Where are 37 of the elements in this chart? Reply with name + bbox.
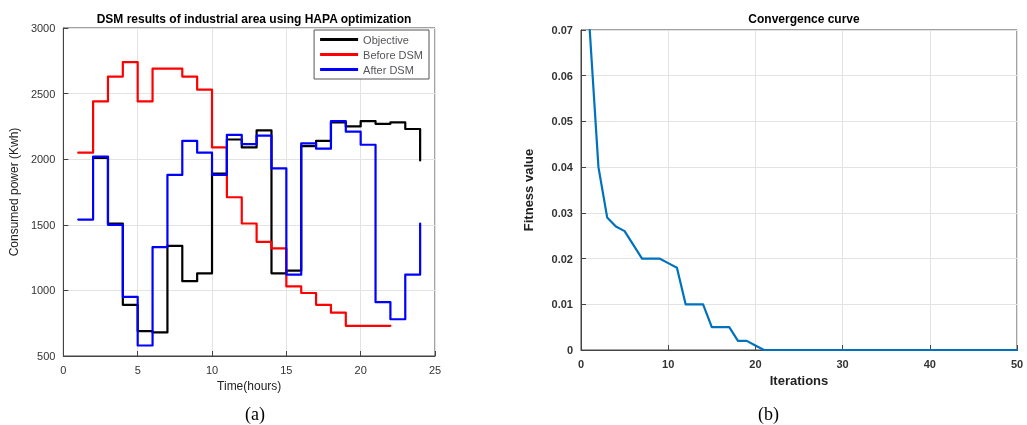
- y-tick-label: 2000: [30, 153, 56, 166]
- text: (b): [758, 404, 780, 425]
- y-tick-label: 0.05: [551, 115, 573, 128]
- y-axis-title: Consumed power (Kwh): [7, 127, 21, 257]
- x-tick-label: 0: [577, 357, 585, 370]
- x-tick-label: 10: [205, 363, 219, 376]
- y-tick-label: 0.04: [551, 161, 574, 174]
- y-tick-label: 0: [566, 344, 573, 356]
- x-axis-title: Iterations: [769, 373, 829, 388]
- x-tick-label: 5: [134, 363, 141, 376]
- y-axis-title: Fitness value: [521, 148, 536, 232]
- x-tick-label: 20: [749, 357, 762, 370]
- x-tick-label: 50: [1010, 357, 1024, 370]
- chart-title: Convergence curve: [748, 12, 861, 26]
- legend-label: Before DSM: [363, 48, 424, 61]
- x-tick-label: 40: [923, 357, 936, 370]
- x-tick-label: 15: [280, 363, 293, 376]
- y-tick-label: 1500: [30, 218, 56, 231]
- y-tick-label: 0.02: [551, 252, 573, 265]
- x-tick-label: 30: [836, 357, 849, 370]
- y-tick-label: 0.07: [551, 24, 573, 36]
- x-axis-title: Time(hours): [217, 379, 282, 393]
- y-tick-label: 0.03: [551, 206, 573, 219]
- chart-title: DSM results of industrial area using HAPA optimization: [96, 12, 412, 26]
- legend-label: After DSM: [363, 63, 414, 76]
- y-tick-label: 3000: [30, 22, 56, 34]
- x-tick-label: 25: [428, 363, 442, 376]
- legend-label: Objective: [363, 33, 409, 46]
- y-tick-label: 2500: [30, 87, 56, 100]
- x-tick-label: 20: [354, 363, 367, 376]
- y-tick-label: 0.01: [551, 298, 573, 311]
- x-tick-label: 0: [60, 363, 67, 376]
- text: (a): [245, 404, 265, 425]
- y-tick-label: 1000: [30, 284, 56, 297]
- x-tick-label: 10: [662, 357, 675, 370]
- y-tick-label: 0.06: [551, 69, 573, 82]
- y-tick-label: 500: [37, 350, 56, 362]
